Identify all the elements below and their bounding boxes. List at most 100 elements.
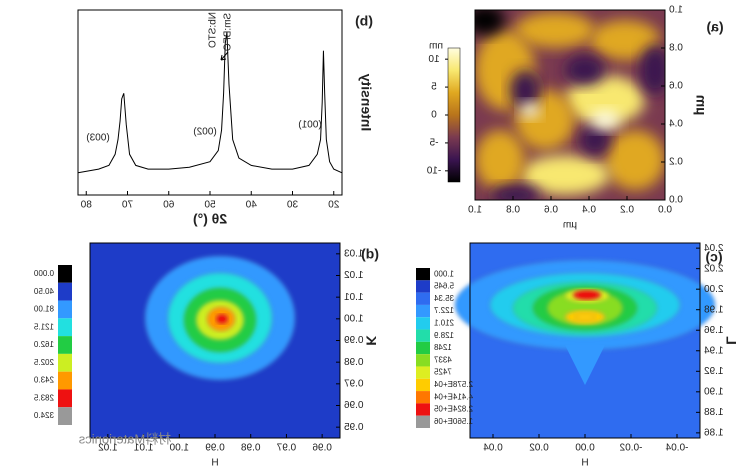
plot-frame xyxy=(474,9,666,201)
y-axis-label: µm xyxy=(693,95,709,116)
y-tick-label: 0.99 xyxy=(344,335,364,346)
contours xyxy=(144,255,296,381)
x-tick-label: 60 xyxy=(163,200,175,211)
y-tick-label: 0.4 xyxy=(669,119,683,130)
y-tick-label: 0.95 xyxy=(344,422,364,433)
x-tick-label: 1.00 xyxy=(169,443,189,454)
colorbar-swatch xyxy=(58,336,72,354)
colorbar-label: 0.000 xyxy=(33,269,54,278)
y-tick-label: 1.01 xyxy=(344,292,364,303)
mirrored-figure: 0.0 0.2 0.4 0.6 0.8 1.0 0.0 0.2 0.4 0.6 0.8 1.0 µm µm… xyxy=(33,5,739,469)
x-tick-label: 1.01 xyxy=(133,443,153,454)
x-tick-label: 20 xyxy=(328,200,340,211)
x-axis-label: 2θ (°) xyxy=(193,211,227,227)
afm-blob xyxy=(520,102,540,118)
colorbar-tick-label: 10 xyxy=(428,54,440,65)
y-tick-label: 2.02 xyxy=(704,263,724,274)
colorbar-label: 162.0 xyxy=(33,340,54,349)
x-tick-label: 0.04 xyxy=(483,443,503,454)
y-tick-label: 1.90 xyxy=(704,386,724,397)
x-tick-label: 30 xyxy=(287,200,299,211)
colorbar-label: 81.00 xyxy=(33,305,54,314)
annotation: (002) xyxy=(193,127,216,138)
colorbar-label: 1.000 xyxy=(433,269,454,278)
colorbar-swatch xyxy=(416,268,430,281)
y-tick-label: 1.02 xyxy=(344,270,364,281)
colorbar-label: 324.0 xyxy=(33,411,54,420)
x-tick-label: 0.98 xyxy=(241,443,261,454)
x-tick-label: 50 xyxy=(204,200,216,211)
y-axis-label: L xyxy=(723,336,739,345)
colorbar-swatch xyxy=(58,265,72,283)
y-tick-label: 1.00 xyxy=(344,313,364,324)
x-tick-label: 70 xyxy=(122,200,134,211)
y-tick-label: 2.00 xyxy=(704,284,724,295)
x-axis-label: H xyxy=(581,458,588,469)
x-tick-label: 0.96 xyxy=(312,443,332,454)
plot-frame xyxy=(77,9,343,196)
y-axis-label: Intensity xyxy=(358,74,374,132)
x-tick-label: 1.0 xyxy=(468,205,482,216)
colorbar-label: 7425 xyxy=(433,368,451,377)
y-tick-label: 1.96 xyxy=(704,325,724,336)
afm-blob xyxy=(515,12,595,48)
colorbar-label: 35.34 xyxy=(433,294,454,303)
colorbar-label: 202.5 xyxy=(33,358,54,367)
colorbar-unit: nm xyxy=(429,41,443,52)
annotation: Sm:BFO xyxy=(223,13,234,52)
colorbar-swatch xyxy=(58,282,72,301)
x-tick-label: -0.04 xyxy=(665,443,688,454)
colorbar-swatch xyxy=(416,391,430,404)
colorbar-swatch xyxy=(416,354,430,367)
x-tick-label: 0.8 xyxy=(506,205,520,216)
colorbar-label: 122.7 xyxy=(433,306,454,315)
colorbar-tick-label: -5 xyxy=(429,138,438,149)
afm-blob xyxy=(580,125,610,155)
x-axis-label: µm xyxy=(563,220,577,231)
x-tick-label: 0.00 xyxy=(575,443,595,454)
contours xyxy=(454,259,716,385)
x-tick-label: 0.6 xyxy=(544,205,558,216)
colorbar-swatch xyxy=(58,371,72,390)
afm-blob xyxy=(475,10,505,35)
y-tick-label: 0.0 xyxy=(669,195,683,206)
y-tick-label: 1.98 xyxy=(704,304,724,315)
colorbar-label: 4337 xyxy=(433,355,451,364)
x-tick-label: 0.4 xyxy=(582,205,596,216)
x-axis-label: H xyxy=(211,458,218,469)
panel-label: (b) xyxy=(355,13,373,29)
afm-texture xyxy=(475,10,665,200)
panel-label: (a) xyxy=(706,19,723,35)
colorbar-swatch xyxy=(58,300,72,319)
colorbar-swatch xyxy=(416,366,430,379)
colorbar-label: 40.50 xyxy=(33,287,54,296)
colorbar-label: 2.824E+05 xyxy=(433,405,472,414)
contour-level xyxy=(574,312,596,322)
colorbar-swatch xyxy=(416,304,430,318)
x-tick-label: 0.0 xyxy=(658,205,672,216)
x-tick-label: 80 xyxy=(80,200,92,211)
afm-blob xyxy=(590,20,660,60)
colorbar-label: 128.9 xyxy=(433,331,454,340)
colorbar-swatch xyxy=(416,317,430,330)
colorbar-tick-label: 5 xyxy=(431,82,437,93)
colorbar-swatch xyxy=(416,378,430,392)
colorbar-tick-label: 0 xyxy=(431,110,437,121)
colorbar-swatch xyxy=(416,292,430,305)
y-tick-label: 1.94 xyxy=(704,345,724,356)
colorbar-label: 4.414E+04 xyxy=(433,392,472,401)
contour-level xyxy=(572,289,602,301)
colorbar xyxy=(447,47,461,183)
afm-blob xyxy=(565,75,645,125)
colorbar-swatch xyxy=(416,415,430,428)
colorbar-label: 2.578E+04 xyxy=(433,380,472,389)
y-tick-label: 1.86 xyxy=(704,428,724,439)
annotation: (001) xyxy=(298,120,321,131)
afm-blob xyxy=(490,185,540,200)
panel-label: (c) xyxy=(705,249,722,265)
contour-level xyxy=(215,313,229,325)
xrd-line xyxy=(77,32,343,174)
colorbar-swatch xyxy=(416,341,430,355)
afm-blob xyxy=(605,130,665,190)
